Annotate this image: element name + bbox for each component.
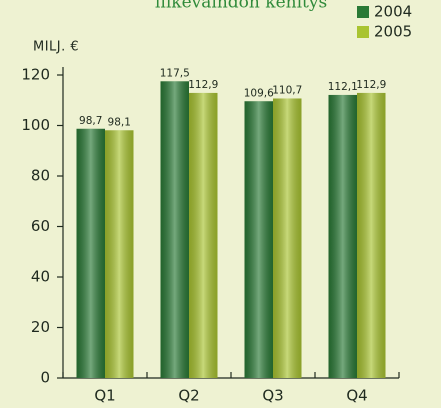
value-label: 109,6	[244, 87, 274, 99]
bar-shine	[189, 92, 218, 379]
x-tick-label: Q3	[262, 387, 283, 405]
value-label: 112,1	[328, 81, 358, 93]
y-tick-label: 40	[31, 268, 50, 286]
value-label: 117,5	[160, 67, 190, 79]
y-tick-label: 100	[21, 116, 50, 134]
x-tick-label: Q2	[178, 387, 199, 405]
bar-shine	[244, 101, 273, 378]
y-tick-label: 60	[31, 217, 50, 235]
y-tick-label: 80	[31, 167, 50, 185]
legend-swatch	[357, 6, 369, 18]
legend-label: 2004	[374, 3, 412, 21]
bar-shine	[160, 81, 189, 378]
value-label: 98,7	[79, 115, 102, 127]
value-label: 98,1	[108, 116, 131, 128]
value-label: 112,9	[356, 79, 386, 91]
y-tick-label: 0	[40, 369, 50, 387]
bar-shine	[105, 130, 134, 378]
x-tick-label: Q1	[94, 387, 115, 405]
bar-shine	[328, 94, 357, 378]
y-tick-label: 20	[31, 318, 50, 336]
bar-shine	[273, 98, 302, 379]
bar-shine	[357, 92, 386, 379]
legend-label: 2005	[374, 23, 412, 41]
chart-title: liikevaihdon kehitys	[155, 0, 327, 13]
legend-swatch	[357, 26, 369, 38]
value-label: 112,9	[188, 79, 218, 91]
bar-shine	[76, 128, 105, 378]
y-axis-label: MILJ. €	[33, 40, 79, 55]
y-tick-label: 120	[21, 66, 50, 84]
value-label: 110,7	[272, 84, 302, 96]
x-tick-label: Q4	[346, 387, 367, 405]
